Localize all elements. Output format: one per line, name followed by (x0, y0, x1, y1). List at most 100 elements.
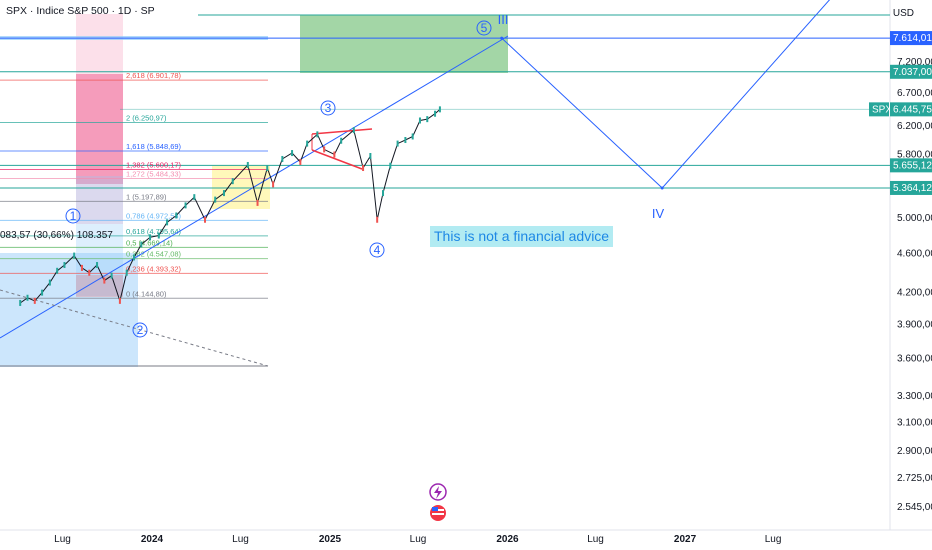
disclaimer-note[interactable]: This is not a financial advice (430, 226, 614, 247)
y-tick-label: 5.000,00 (897, 213, 932, 224)
wave-3-marker: 3 (320, 100, 336, 116)
x-tick-label: 2025 (319, 534, 342, 545)
svg-text:3: 3 (325, 101, 332, 115)
price-candle (323, 146, 326, 153)
measure-label: 083,57 (30,66%) 108.357 (0, 230, 113, 241)
projection-line (501, 0, 831, 189)
projection-point (500, 36, 504, 40)
x-axis[interactable]: Lug 2024 Lug 2025 Lug 2026 Lug 2027 Lug (0, 529, 932, 545)
y-tick-label: 4.200,00 (897, 288, 932, 299)
fib-zone-top (76, 14, 123, 224)
symbol-title[interactable]: SPX · Indice S&P 500 · 1D · SP (6, 5, 155, 17)
price-candle (80, 264, 83, 271)
price-candle (231, 178, 234, 185)
price-badge-bg (890, 102, 932, 117)
price-candle (376, 216, 379, 223)
price-badge-bg (890, 180, 932, 195)
price-candle (157, 232, 160, 239)
svg-text:1: 1 (70, 209, 77, 223)
price-candle (41, 289, 44, 296)
price-candle (193, 194, 196, 201)
fib-label: 0,382 (4.547,08) (126, 250, 182, 259)
price-candle (204, 216, 207, 223)
dashed-trend-line (0, 289, 269, 367)
lightning-icon[interactable] (429, 483, 447, 501)
price-candle (96, 262, 99, 269)
trend-line (0, 35, 509, 339)
fib-label: 2 (6.250,97) (126, 113, 167, 122)
price-candle (26, 294, 29, 301)
wave-5-marker: 5 (476, 20, 492, 36)
price-candle (214, 196, 217, 203)
price-candle (426, 116, 429, 123)
x-tick-label: 2027 (674, 534, 697, 545)
price-candle (88, 269, 91, 276)
price-candle (73, 252, 76, 259)
x-tick-label: 2024 (141, 534, 164, 545)
y-tick-label: 2.545,00 (897, 502, 932, 513)
price-badge-tag: SPX (872, 104, 892, 115)
price-badge-value: 5.655,12 (893, 160, 932, 171)
price-candle (396, 140, 399, 147)
price-candle (19, 299, 22, 306)
wave-1-marker: 1 (65, 208, 81, 224)
fib-label: 1,382 (5.600,17) (126, 161, 182, 170)
price-line (19, 109, 441, 304)
measure-box (0, 253, 138, 367)
projection-path (500, 0, 831, 190)
price-badge-target-zone: 7.037,00 (890, 64, 932, 79)
price-badge-spx: SPX 6.445,75 (869, 102, 932, 117)
price-badge-tag-bg (869, 102, 889, 117)
y-axis[interactable]: 7.200,00 6.700,00 6.200,00 5.800,00 5.000,00… (889, 0, 932, 530)
price-candle (281, 155, 284, 162)
price-candle (340, 137, 343, 144)
currency-label[interactable]: USD (892, 8, 914, 19)
price-candle (352, 127, 355, 134)
price-candle (166, 219, 169, 226)
price-candle (246, 161, 249, 168)
price-candle (48, 279, 51, 286)
x-tick-label: Lug (765, 534, 782, 545)
price-candle (434, 110, 437, 117)
x-tick-label: Lug (410, 534, 427, 545)
price-candle (291, 150, 294, 157)
y-tick-label: 2.900,00 (897, 446, 932, 457)
price-candle (404, 137, 407, 144)
svg-text:4: 4 (374, 243, 381, 257)
y-tick-label: 3.100,00 (897, 418, 932, 429)
price-candle (133, 254, 136, 261)
wave-III-label: III (498, 12, 509, 27)
fib-label: 1 (5.197,89) (126, 192, 167, 201)
x-tick-label: Lug (587, 534, 604, 545)
price-candle (411, 133, 414, 140)
fibonacci-levels: 2,618 (6.901,78) 2 (6.250,97) 1,618 (5.848… (0, 71, 268, 299)
y-tick-label: 7.200,00 (897, 57, 932, 68)
fib-label: 1,272 (5.484,33) (126, 169, 182, 178)
projection-point (660, 186, 664, 190)
price-badge-bg (890, 158, 932, 173)
svg-text:2: 2 (137, 323, 144, 337)
price-candle (175, 212, 178, 219)
us-flag-icon[interactable] (430, 505, 446, 521)
price-candle (306, 140, 309, 147)
y-tick-label: 4.600,00 (897, 249, 932, 260)
y-tick-label: 3.300,00 (897, 391, 932, 402)
price-candle (333, 151, 336, 158)
fib-label: 2,618 (6.901,78) (126, 71, 182, 80)
price-candle (149, 234, 152, 241)
price-candle (369, 153, 372, 160)
price-candle (362, 165, 365, 172)
price-candle (110, 272, 113, 279)
price-badge-value: 7.614,01 (893, 33, 932, 44)
price-candle (266, 165, 269, 172)
y-tick-label: 3.900,00 (897, 319, 932, 330)
fib-label: 1,618 (5.848,69) (126, 142, 182, 151)
x-tick-label: 2026 (496, 534, 519, 545)
price-badge-support-2: 5.364,12 (890, 180, 932, 195)
y-tick-label: 6.700,00 (897, 88, 932, 99)
y-tick-label: 3.600,00 (897, 354, 932, 365)
price-candle (272, 181, 275, 188)
price-badge-bg (890, 64, 932, 79)
